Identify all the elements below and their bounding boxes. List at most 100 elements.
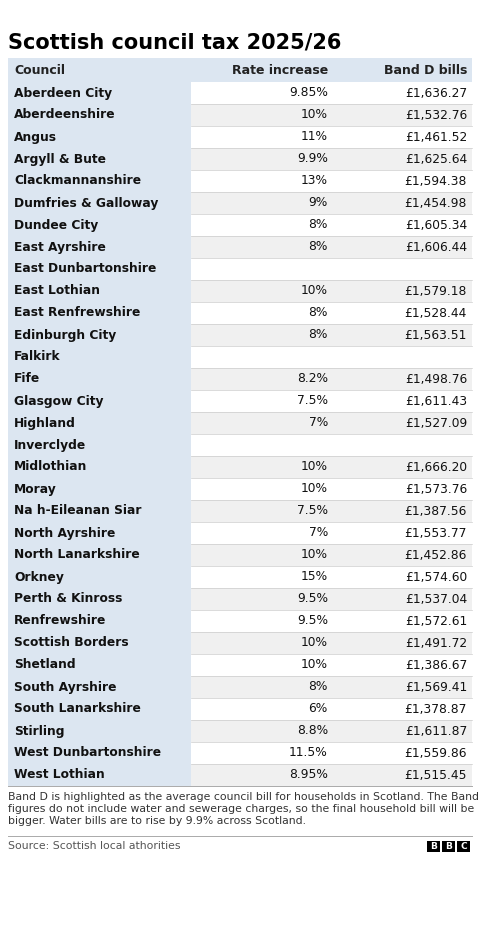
- Bar: [8, 324, 191, 346]
- Bar: [191, 236, 472, 258]
- Text: Aberdeen City: Aberdeen City: [14, 87, 112, 100]
- Text: East Lothian: East Lothian: [14, 284, 100, 298]
- Text: 8%: 8%: [309, 306, 328, 320]
- Text: 7%: 7%: [309, 527, 328, 539]
- Text: £1,579.18: £1,579.18: [405, 284, 467, 298]
- Text: 11.5%: 11.5%: [289, 747, 328, 760]
- Bar: [191, 214, 472, 236]
- Text: 10%: 10%: [301, 636, 328, 650]
- Bar: [191, 104, 472, 126]
- Text: 10%: 10%: [301, 284, 328, 298]
- Bar: [8, 126, 191, 148]
- Text: 8%: 8%: [309, 241, 328, 254]
- Text: B: B: [445, 842, 452, 851]
- Bar: [191, 258, 472, 280]
- Text: Midlothian: Midlothian: [14, 460, 87, 474]
- Text: 13%: 13%: [301, 174, 328, 187]
- Text: bigger. Water bills are to rise by 9.9% across Scotland.: bigger. Water bills are to rise by 9.9% …: [8, 816, 306, 826]
- Text: £1,574.60: £1,574.60: [405, 571, 467, 584]
- Bar: [191, 764, 472, 786]
- Text: West Dunbartonshire: West Dunbartonshire: [14, 747, 161, 760]
- Text: 11%: 11%: [301, 130, 328, 144]
- Text: Shetland: Shetland: [14, 658, 76, 671]
- Text: 9.5%: 9.5%: [297, 592, 328, 606]
- Text: Renfrewshire: Renfrewshire: [14, 614, 107, 628]
- Text: Band D bills: Band D bills: [384, 64, 467, 76]
- Bar: [8, 58, 472, 82]
- Text: £1,572.61: £1,572.61: [405, 614, 467, 628]
- Text: Perth & Kinross: Perth & Kinross: [14, 592, 122, 606]
- Text: 8.95%: 8.95%: [289, 768, 328, 782]
- Text: 10%: 10%: [301, 460, 328, 474]
- Bar: [191, 456, 472, 478]
- Text: figures do not include water and sewerage charges, so the final household bill w: figures do not include water and sewerag…: [8, 804, 474, 814]
- Bar: [191, 324, 472, 346]
- Bar: [8, 588, 191, 610]
- Bar: [8, 214, 191, 236]
- Bar: [8, 456, 191, 478]
- Bar: [427, 841, 440, 852]
- Text: Aberdeenshire: Aberdeenshire: [14, 108, 116, 122]
- Text: Moray: Moray: [14, 482, 57, 495]
- Bar: [8, 280, 191, 302]
- Text: Glasgow City: Glasgow City: [14, 395, 104, 407]
- Text: £1,461.52: £1,461.52: [405, 130, 467, 144]
- Bar: [191, 500, 472, 522]
- Text: North Lanarkshire: North Lanarkshire: [14, 549, 140, 561]
- Bar: [191, 368, 472, 390]
- Text: East Ayrshire: East Ayrshire: [14, 241, 106, 254]
- Text: £1,378.87: £1,378.87: [405, 703, 467, 715]
- Text: East Dunbartonshire: East Dunbartonshire: [14, 262, 156, 276]
- Bar: [191, 478, 472, 500]
- Bar: [191, 126, 472, 148]
- Bar: [191, 412, 472, 434]
- Bar: [8, 82, 191, 104]
- Text: 15%: 15%: [300, 571, 328, 584]
- Text: Stirling: Stirling: [14, 725, 64, 737]
- Bar: [191, 698, 472, 720]
- Bar: [8, 522, 191, 544]
- Bar: [457, 841, 470, 852]
- Text: South Lanarkshire: South Lanarkshire: [14, 703, 141, 715]
- Bar: [191, 544, 472, 566]
- Text: £1,528.44: £1,528.44: [405, 306, 467, 320]
- Bar: [191, 192, 472, 214]
- Text: Argyll & Bute: Argyll & Bute: [14, 152, 106, 165]
- Bar: [8, 632, 191, 654]
- Bar: [8, 610, 191, 632]
- Bar: [191, 588, 472, 610]
- Bar: [8, 258, 191, 280]
- Bar: [8, 390, 191, 412]
- Text: West Lothian: West Lothian: [14, 768, 105, 782]
- Text: £1,605.34: £1,605.34: [405, 219, 467, 231]
- Bar: [8, 544, 191, 566]
- Bar: [191, 390, 472, 412]
- Bar: [8, 170, 191, 192]
- Text: 8%: 8%: [309, 219, 328, 231]
- Bar: [8, 434, 191, 456]
- Text: £1,573.76: £1,573.76: [405, 482, 467, 495]
- Text: 9.85%: 9.85%: [289, 87, 328, 100]
- Text: 10%: 10%: [301, 108, 328, 122]
- Text: Fife: Fife: [14, 373, 40, 385]
- Text: B: B: [430, 842, 437, 851]
- Text: £1,569.41: £1,569.41: [405, 681, 467, 693]
- Text: £1,527.09: £1,527.09: [405, 417, 467, 430]
- Bar: [191, 280, 472, 302]
- Bar: [442, 841, 455, 852]
- Bar: [8, 302, 191, 324]
- Bar: [191, 676, 472, 698]
- Text: South Ayrshire: South Ayrshire: [14, 681, 117, 693]
- Text: 9%: 9%: [309, 197, 328, 209]
- Text: £1,452.86: £1,452.86: [405, 549, 467, 561]
- Bar: [191, 82, 472, 104]
- Text: £1,491.72: £1,491.72: [405, 636, 467, 650]
- Bar: [191, 610, 472, 632]
- Text: £1,387.56: £1,387.56: [405, 504, 467, 517]
- Bar: [191, 522, 472, 544]
- Bar: [8, 104, 191, 126]
- Bar: [8, 654, 191, 676]
- Text: Dumfries & Galloway: Dumfries & Galloway: [14, 197, 158, 209]
- Text: 10%: 10%: [301, 482, 328, 495]
- Text: 7.5%: 7.5%: [297, 395, 328, 407]
